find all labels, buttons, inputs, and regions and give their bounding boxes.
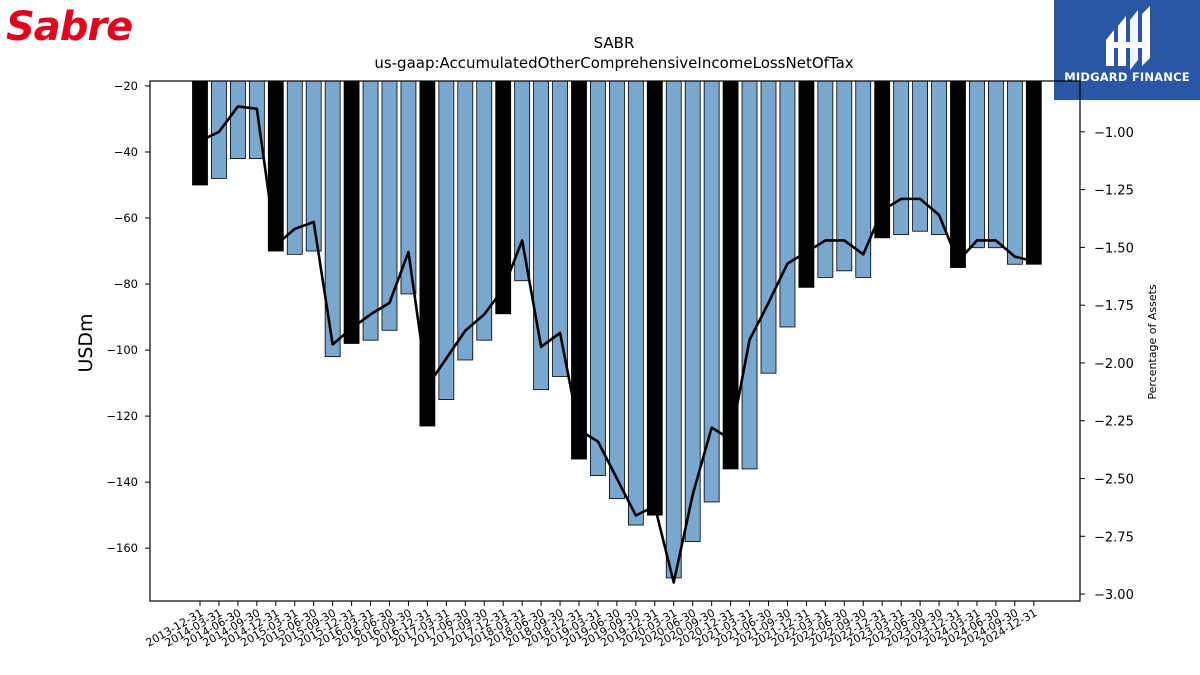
bar-2019-09-30 (627, 80, 644, 526)
bar-2014-06-30 (229, 80, 246, 159)
y2-tick-label: −2.50 (1094, 473, 1134, 488)
bar-2016-09-30 (400, 80, 417, 295)
y2-tick-label: −2.00 (1094, 357, 1134, 372)
midgard-monogram-icon (1106, 6, 1150, 70)
bar-2020-03-31 (665, 80, 682, 579)
bar-2024-12-31 (1025, 80, 1042, 265)
bar-2021-03-31 (741, 80, 758, 470)
bar-2022-03-31 (817, 80, 834, 278)
y2-tick-label: −3.00 (1094, 588, 1134, 603)
y2-tick-label: −1.00 (1094, 126, 1134, 141)
y-axis-ticks: −20 −40 −60 −80 −100 −120 −140 −160 (106, 79, 150, 555)
bar-2023-03-31 (893, 80, 910, 235)
y-tick-label: −140 (106, 475, 138, 489)
bar-2022-12-31 (874, 80, 891, 239)
y-tick-label: −60 (114, 211, 138, 225)
bar-2019-06-30 (609, 80, 625, 500)
bar-2024-09-30 (1006, 80, 1023, 265)
y-tick-label: −160 (106, 541, 138, 555)
bar-2023-12-31 (950, 80, 966, 268)
y2-axis-label: Percentage of Assets (1146, 284, 1159, 400)
bar-2022-06-30 (836, 80, 853, 272)
y2-tick-label: −1.50 (1094, 241, 1134, 256)
bar-2019-03-31 (590, 80, 606, 476)
bar-2013-12-31 (192, 80, 208, 186)
bar-2020-09-30 (703, 80, 720, 503)
percentage-line (199, 105, 1035, 584)
bar-2015-12-31 (343, 80, 360, 344)
midgard-wordmark: MIDGARD FINANCE (1064, 70, 1190, 84)
bar-2019-12-31 (646, 80, 663, 516)
bars-group (192, 80, 1042, 579)
chart-title: SABR (594, 34, 635, 52)
bar-2024-06-30 (988, 80, 1004, 249)
bar-2017-09-30 (476, 80, 493, 341)
y-tick-label: −40 (114, 145, 138, 159)
y2-axis-ticks: −1.00 −1.25 −1.50 −1.75 −2.00 −2.25 −2.50 −2.75… (1080, 126, 1134, 603)
bar-2021-09-30 (779, 80, 796, 328)
midgard-finance-logo: MIDGARD FINANCE (1054, 0, 1200, 100)
bar-2016-12-31 (419, 80, 436, 427)
y-axis-label: USDm (75, 313, 97, 372)
y-tick-label: −20 (114, 79, 138, 93)
y2-tick-label: −2.75 (1094, 530, 1134, 545)
bar-2022-09-30 (855, 80, 872, 278)
bar-2021-06-30 (760, 80, 777, 374)
plot-frame (149, 80, 1081, 602)
bar-2023-06-30 (912, 80, 928, 232)
bar-2024-03-31 (969, 80, 985, 249)
bar-2014-12-31 (267, 80, 284, 252)
y-tick-label: −120 (106, 409, 138, 423)
sabre-logo: Sabre (6, 4, 133, 50)
x-axis-ticks: 2013-12-312014-03-312014-06-302014-09-30… (144, 601, 1039, 650)
sabre-wordmark: Sabre (6, 4, 133, 50)
bar-2016-06-30 (381, 80, 398, 331)
bar-2017-06-30 (457, 80, 474, 361)
bar-2016-03-31 (362, 80, 379, 341)
y2-tick-label: −1.75 (1094, 299, 1134, 314)
chart-subtitle: us-gaap:AccumulatedOtherComprehensiveInc… (374, 54, 853, 72)
y2-tick-label: −2.25 (1094, 415, 1134, 430)
y2-tick-label: −1.25 (1094, 184, 1134, 199)
y-tick-label: −100 (106, 343, 138, 357)
line-group (199, 105, 1035, 584)
y-tick-label: −80 (114, 277, 138, 291)
